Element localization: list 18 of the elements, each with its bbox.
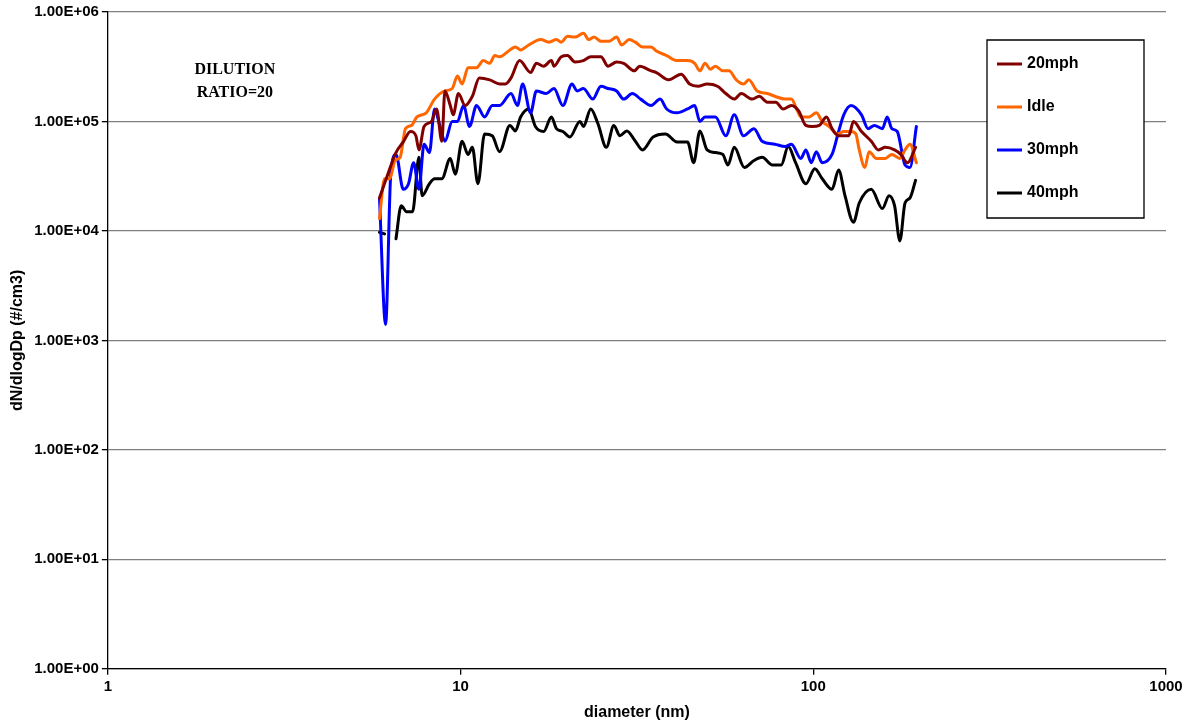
y-axis-title: dN/dlogDp (#/cm3) bbox=[8, 269, 26, 412]
x-tick-label: 10 bbox=[452, 676, 469, 694]
annotation: DILUTION RATIO=20 bbox=[194, 60, 276, 101]
x-tick-label: 1000 bbox=[1149, 676, 1183, 694]
legend-label: Idle bbox=[1027, 97, 1055, 115]
x-axis-title: diameter (nm) bbox=[584, 702, 690, 720]
x-tick-label: 100 bbox=[800, 676, 826, 694]
x-tick-label: 1 bbox=[103, 676, 113, 694]
legend-label: 20mph bbox=[1027, 54, 1079, 72]
legend-label: 30mph bbox=[1027, 140, 1079, 158]
y-tick-label: 1.00E+00 bbox=[34, 658, 99, 676]
y-tick-label: 1.00E+04 bbox=[34, 221, 100, 239]
y-tick-label: 1.00E+03 bbox=[34, 330, 99, 348]
y-tick-label: 1.00E+01 bbox=[34, 549, 99, 567]
legend-label: 40mph bbox=[1027, 183, 1079, 201]
y-tick-label: 1.00E+02 bbox=[34, 440, 99, 458]
y-tick-label: 1.00E+05 bbox=[34, 111, 99, 129]
y-tick-label: 1.00E+06 bbox=[34, 2, 99, 20]
